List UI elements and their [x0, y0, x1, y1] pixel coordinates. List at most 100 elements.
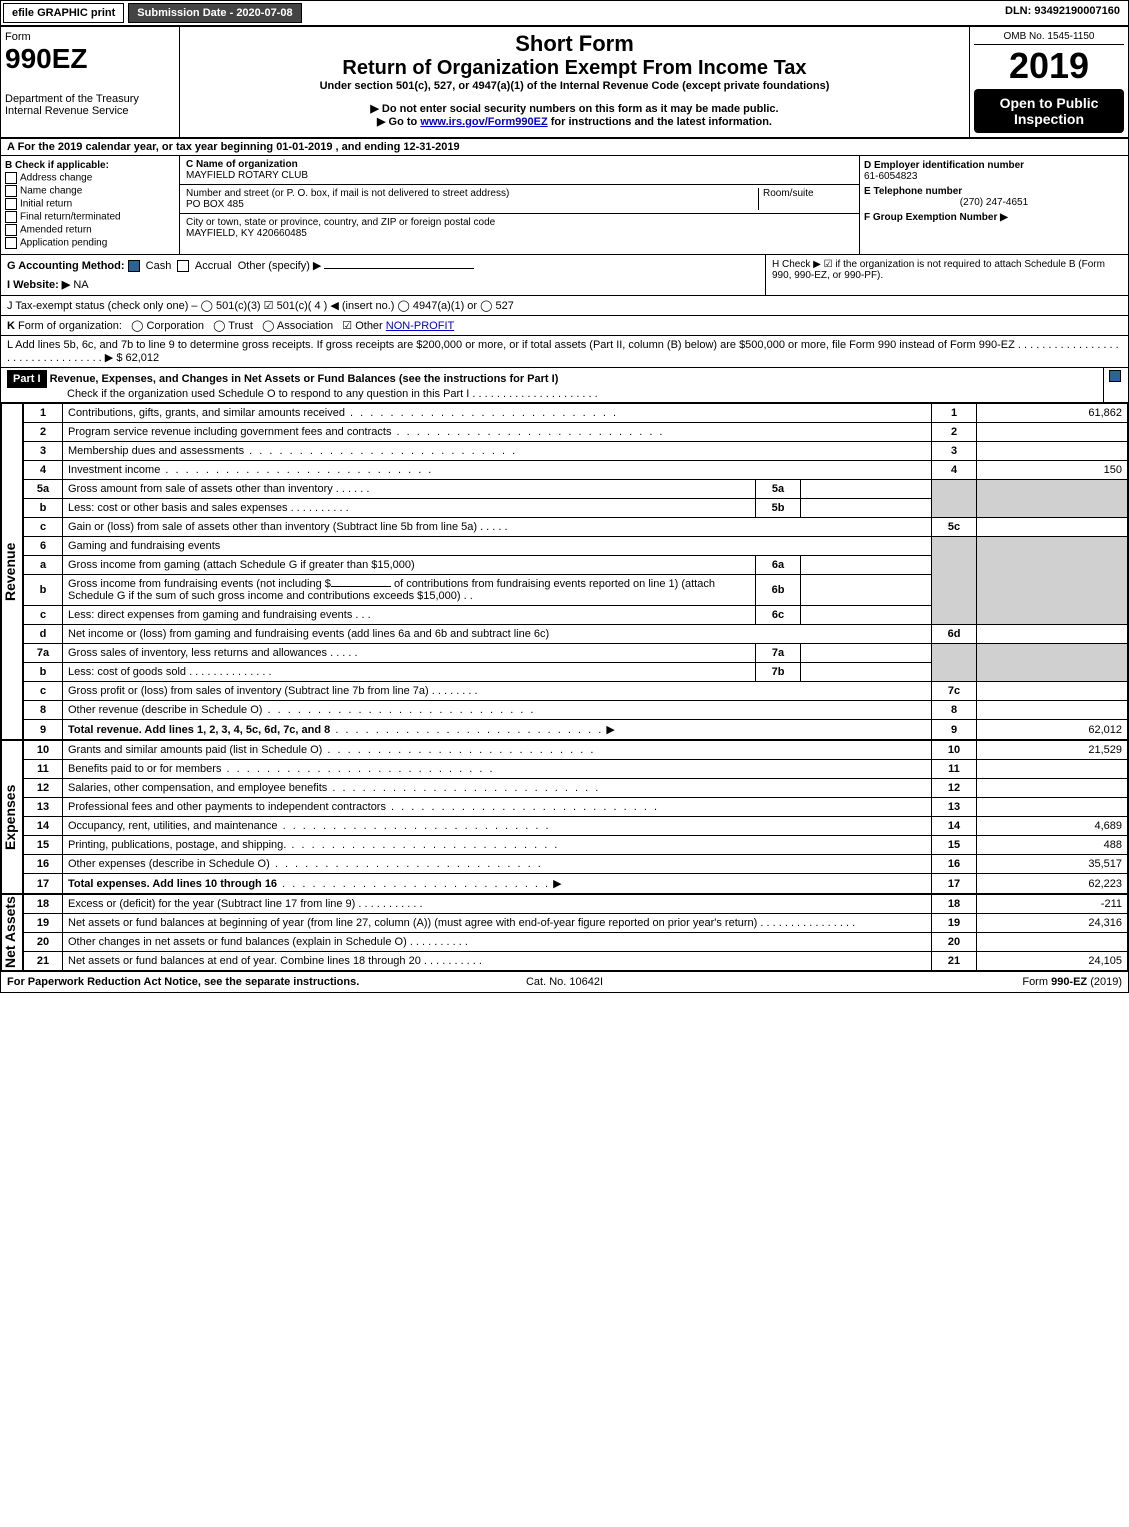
line11-desc: Benefits paid to or for members: [68, 763, 221, 775]
line12-no: 12: [932, 779, 977, 798]
line6c-sub: 6c: [756, 606, 801, 625]
part1-header-row: Part I Revenue, Expenses, and Changes in…: [1, 368, 1128, 403]
efile-print-button[interactable]: efile GRAPHIC print: [3, 3, 124, 23]
accounting-method: G Accounting Method: Cash Accrual Other …: [1, 255, 765, 295]
line5b-val: [801, 499, 932, 518]
line3-no: 3: [932, 442, 977, 461]
top-bar: efile GRAPHIC print Submission Date - 20…: [1, 1, 1128, 27]
line21-no: 21: [932, 952, 977, 971]
line2-desc: Program service revenue including govern…: [68, 426, 391, 438]
paperwork-notice: For Paperwork Reduction Act Notice, see …: [7, 976, 379, 988]
line16-amt: 35,517: [977, 855, 1128, 874]
ein-label: D Employer identification number: [864, 160, 1124, 171]
group-exemption-label: F Group Exemption Number ▶: [864, 212, 1124, 223]
h-schedule-b: H Check ▶ ☑ if the organization is not r…: [765, 255, 1128, 295]
ssn-warning: ▶ Do not enter social security numbers o…: [188, 102, 961, 115]
org-name-label: C Name of organization: [186, 159, 853, 170]
tax-year: 2019: [974, 45, 1124, 87]
chk-initial-return[interactable]: Initial return: [5, 198, 175, 210]
box-c: C Name of organization MAYFIELD ROTARY C…: [180, 156, 860, 254]
line19-amt: 24,316: [977, 914, 1128, 933]
line3-amt: [977, 442, 1128, 461]
street-cell: Number and street (or P. O. box, if mail…: [180, 185, 859, 214]
chk-address-change[interactable]: Address change: [5, 172, 175, 184]
dln-label: DLN: 93492190007160: [997, 1, 1128, 25]
line20-no: 20: [932, 933, 977, 952]
room-suite-label: Room/suite: [758, 188, 853, 210]
revenue-table: 1 Contributions, gifts, grants, and simil…: [23, 403, 1128, 740]
irs-link[interactable]: www.irs.gov/Form990EZ: [420, 116, 547, 128]
chk-amended-return[interactable]: Amended return: [5, 224, 175, 236]
irs-label: Internal Revenue Service: [5, 105, 175, 117]
line15-amt: 488: [977, 836, 1128, 855]
ein-value: 61-6054823: [864, 171, 1124, 182]
cash-label: Cash: [146, 260, 172, 272]
line6-desc: Gaming and fundraising events: [63, 537, 932, 556]
line13-no: 13: [932, 798, 977, 817]
city-value: MAYFIELD, KY 420660485: [186, 228, 853, 239]
omb-number: OMB No. 1545-1150: [974, 31, 1124, 45]
line6c-desc: Less: direct expenses from gaming and fu…: [68, 609, 352, 621]
line10-amt: 21,529: [977, 741, 1128, 760]
line1-desc: Contributions, gifts, grants, and simila…: [68, 407, 345, 419]
line14-no: 14: [932, 817, 977, 836]
line4-desc: Investment income: [68, 464, 160, 476]
header-center: Short Form Return of Organization Exempt…: [180, 27, 969, 137]
form-ref: Form 990-EZ (2019): [750, 976, 1122, 988]
row-g-h: G Accounting Method: Cash Accrual Other …: [1, 255, 1128, 296]
revenue-vert-label: Revenue: [1, 403, 23, 740]
line6b-amount-input[interactable]: [331, 586, 391, 587]
website-value: NA: [73, 279, 88, 291]
line7a-desc: Gross sales of inventory, less returns a…: [68, 647, 327, 659]
line9-desc: Total revenue. Add lines 1, 2, 3, 4, 5c,…: [68, 724, 330, 736]
g-label: G Accounting Method:: [7, 260, 125, 272]
line4-no: 4: [932, 461, 977, 480]
line15-desc: Printing, publications, postage, and shi…: [68, 839, 286, 851]
line9-amt: 62,012: [977, 720, 1128, 740]
line13-amt: [977, 798, 1128, 817]
line21-amt: 24,105: [977, 952, 1128, 971]
line8-no: 8: [932, 701, 977, 720]
street-value: PO BOX 485: [186, 199, 758, 210]
line15-no: 15: [932, 836, 977, 855]
line5a-desc: Gross amount from sale of assets other t…: [68, 483, 333, 495]
line19-desc: Net assets or fund balances at beginning…: [68, 917, 757, 929]
org-name-cell: C Name of organization MAYFIELD ROTARY C…: [180, 156, 859, 185]
line5a-sub: 5a: [756, 480, 801, 499]
line6a-desc: Gross income from gaming (attach Schedul…: [68, 559, 415, 571]
line6d-amt: [977, 625, 1128, 644]
l-text: L Add lines 5b, 6c, and 7b to line 9 to …: [7, 339, 1119, 364]
expenses-section: Expenses 10Grants and similar amounts pa…: [1, 740, 1128, 894]
line3-desc: Membership dues and assessments: [68, 445, 244, 457]
line1-no: 1: [932, 404, 977, 423]
line7c-no: 7c: [932, 682, 977, 701]
part1-title-cell: Part I Revenue, Expenses, and Changes in…: [1, 368, 1103, 402]
box-def: D Employer identification number 61-6054…: [860, 156, 1128, 254]
chk-name-change[interactable]: Name change: [5, 185, 175, 197]
line21-desc: Net assets or fund balances at end of ye…: [68, 955, 421, 967]
i-label: I Website: ▶: [7, 279, 70, 291]
line6b-sub: 6b: [756, 575, 801, 606]
line18-no: 18: [932, 895, 977, 914]
box-b: B Check if applicable: Address change Na…: [1, 156, 180, 254]
other-specify-input[interactable]: [324, 268, 474, 269]
entity-block: B Check if applicable: Address change Na…: [1, 156, 1128, 255]
chk-accrual[interactable]: [177, 260, 189, 272]
other-label: Other (specify) ▶: [238, 260, 322, 272]
line12-desc: Salaries, other compensation, and employ…: [68, 782, 327, 794]
chk-application-pending[interactable]: Application pending: [5, 237, 175, 249]
line11-amt: [977, 760, 1128, 779]
page-footer: For Paperwork Reduction Act Notice, see …: [1, 971, 1128, 992]
line12-amt: [977, 779, 1128, 798]
section-a-tax-year: A For the 2019 calendar year, or tax yea…: [1, 139, 1128, 156]
part1-checkbox[interactable]: [1103, 368, 1128, 402]
line8-amt: [977, 701, 1128, 720]
line5b-sub: 5b: [756, 499, 801, 518]
line6b-val: [801, 575, 932, 606]
row-j-tax-exempt: J Tax-exempt status (check only one) – ◯…: [1, 296, 1128, 316]
chk-cash[interactable]: [128, 260, 140, 272]
line17-amt: 62,223: [977, 874, 1128, 894]
line20-desc: Other changes in net assets or fund bala…: [68, 936, 407, 948]
org-form-other-link[interactable]: NON-PROFIT: [386, 320, 454, 332]
chk-final-return[interactable]: Final return/terminated: [5, 211, 175, 223]
